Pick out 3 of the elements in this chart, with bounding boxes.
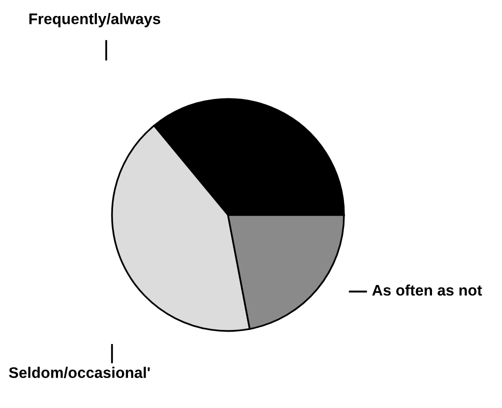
slice-label: Seldom/occasional' [8, 366, 150, 378]
slice-label: Frequently/always [29, 13, 160, 28]
legend-label: As often as not [372, 284, 482, 296]
